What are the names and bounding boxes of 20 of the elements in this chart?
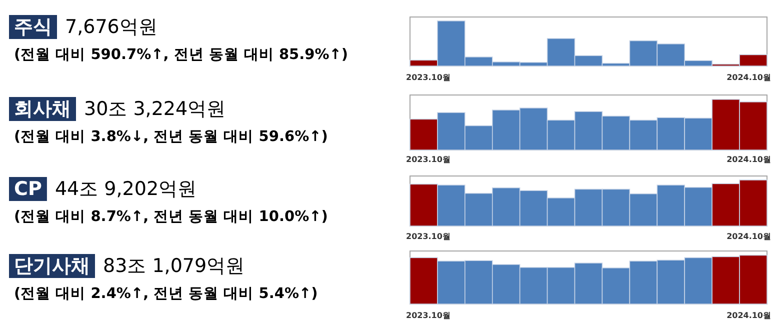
text: CP bbox=[14, 178, 42, 200]
text: 회사채 bbox=[14, 98, 71, 120]
x-tick-label: 2023.10월 bbox=[406, 232, 450, 241]
x-tick-label: 2023.10월 bbox=[406, 155, 450, 164]
text: (전월 대비 590.7%↑, 전년 동월 대비 85.9%↑) bbox=[14, 47, 348, 63]
x-tick-label: 2024.10월 bbox=[726, 311, 771, 320]
text: 단기사채 bbox=[14, 255, 90, 277]
text: (전월 대비 3.8%↓, 전년 동월 대비 59.6%↑) bbox=[14, 129, 328, 145]
text: (전월 대비 8.7%↑, 전년 동월 대비 10.0%↑) bbox=[14, 209, 328, 225]
x-tick-label: 2024.10월 bbox=[726, 73, 771, 82]
text: 44조 9,202억원 bbox=[54, 178, 197, 200]
text: 주식 bbox=[14, 16, 52, 38]
text: 7,676억원 bbox=[65, 16, 158, 38]
text: 30조 3,224억원 bbox=[84, 98, 226, 120]
text: 83조 1,079억원 bbox=[103, 255, 245, 277]
text: (전월 대비 2.4%↑, 전년 동월 대비 5.4%↑) bbox=[14, 286, 318, 302]
x-tick-label: 2024.10월 bbox=[726, 155, 771, 164]
x-tick-label: 2024.10월 bbox=[726, 232, 771, 241]
x-tick-label: 2023.10월 bbox=[406, 311, 450, 320]
x-tick-label: 2023.10월 bbox=[406, 73, 450, 82]
